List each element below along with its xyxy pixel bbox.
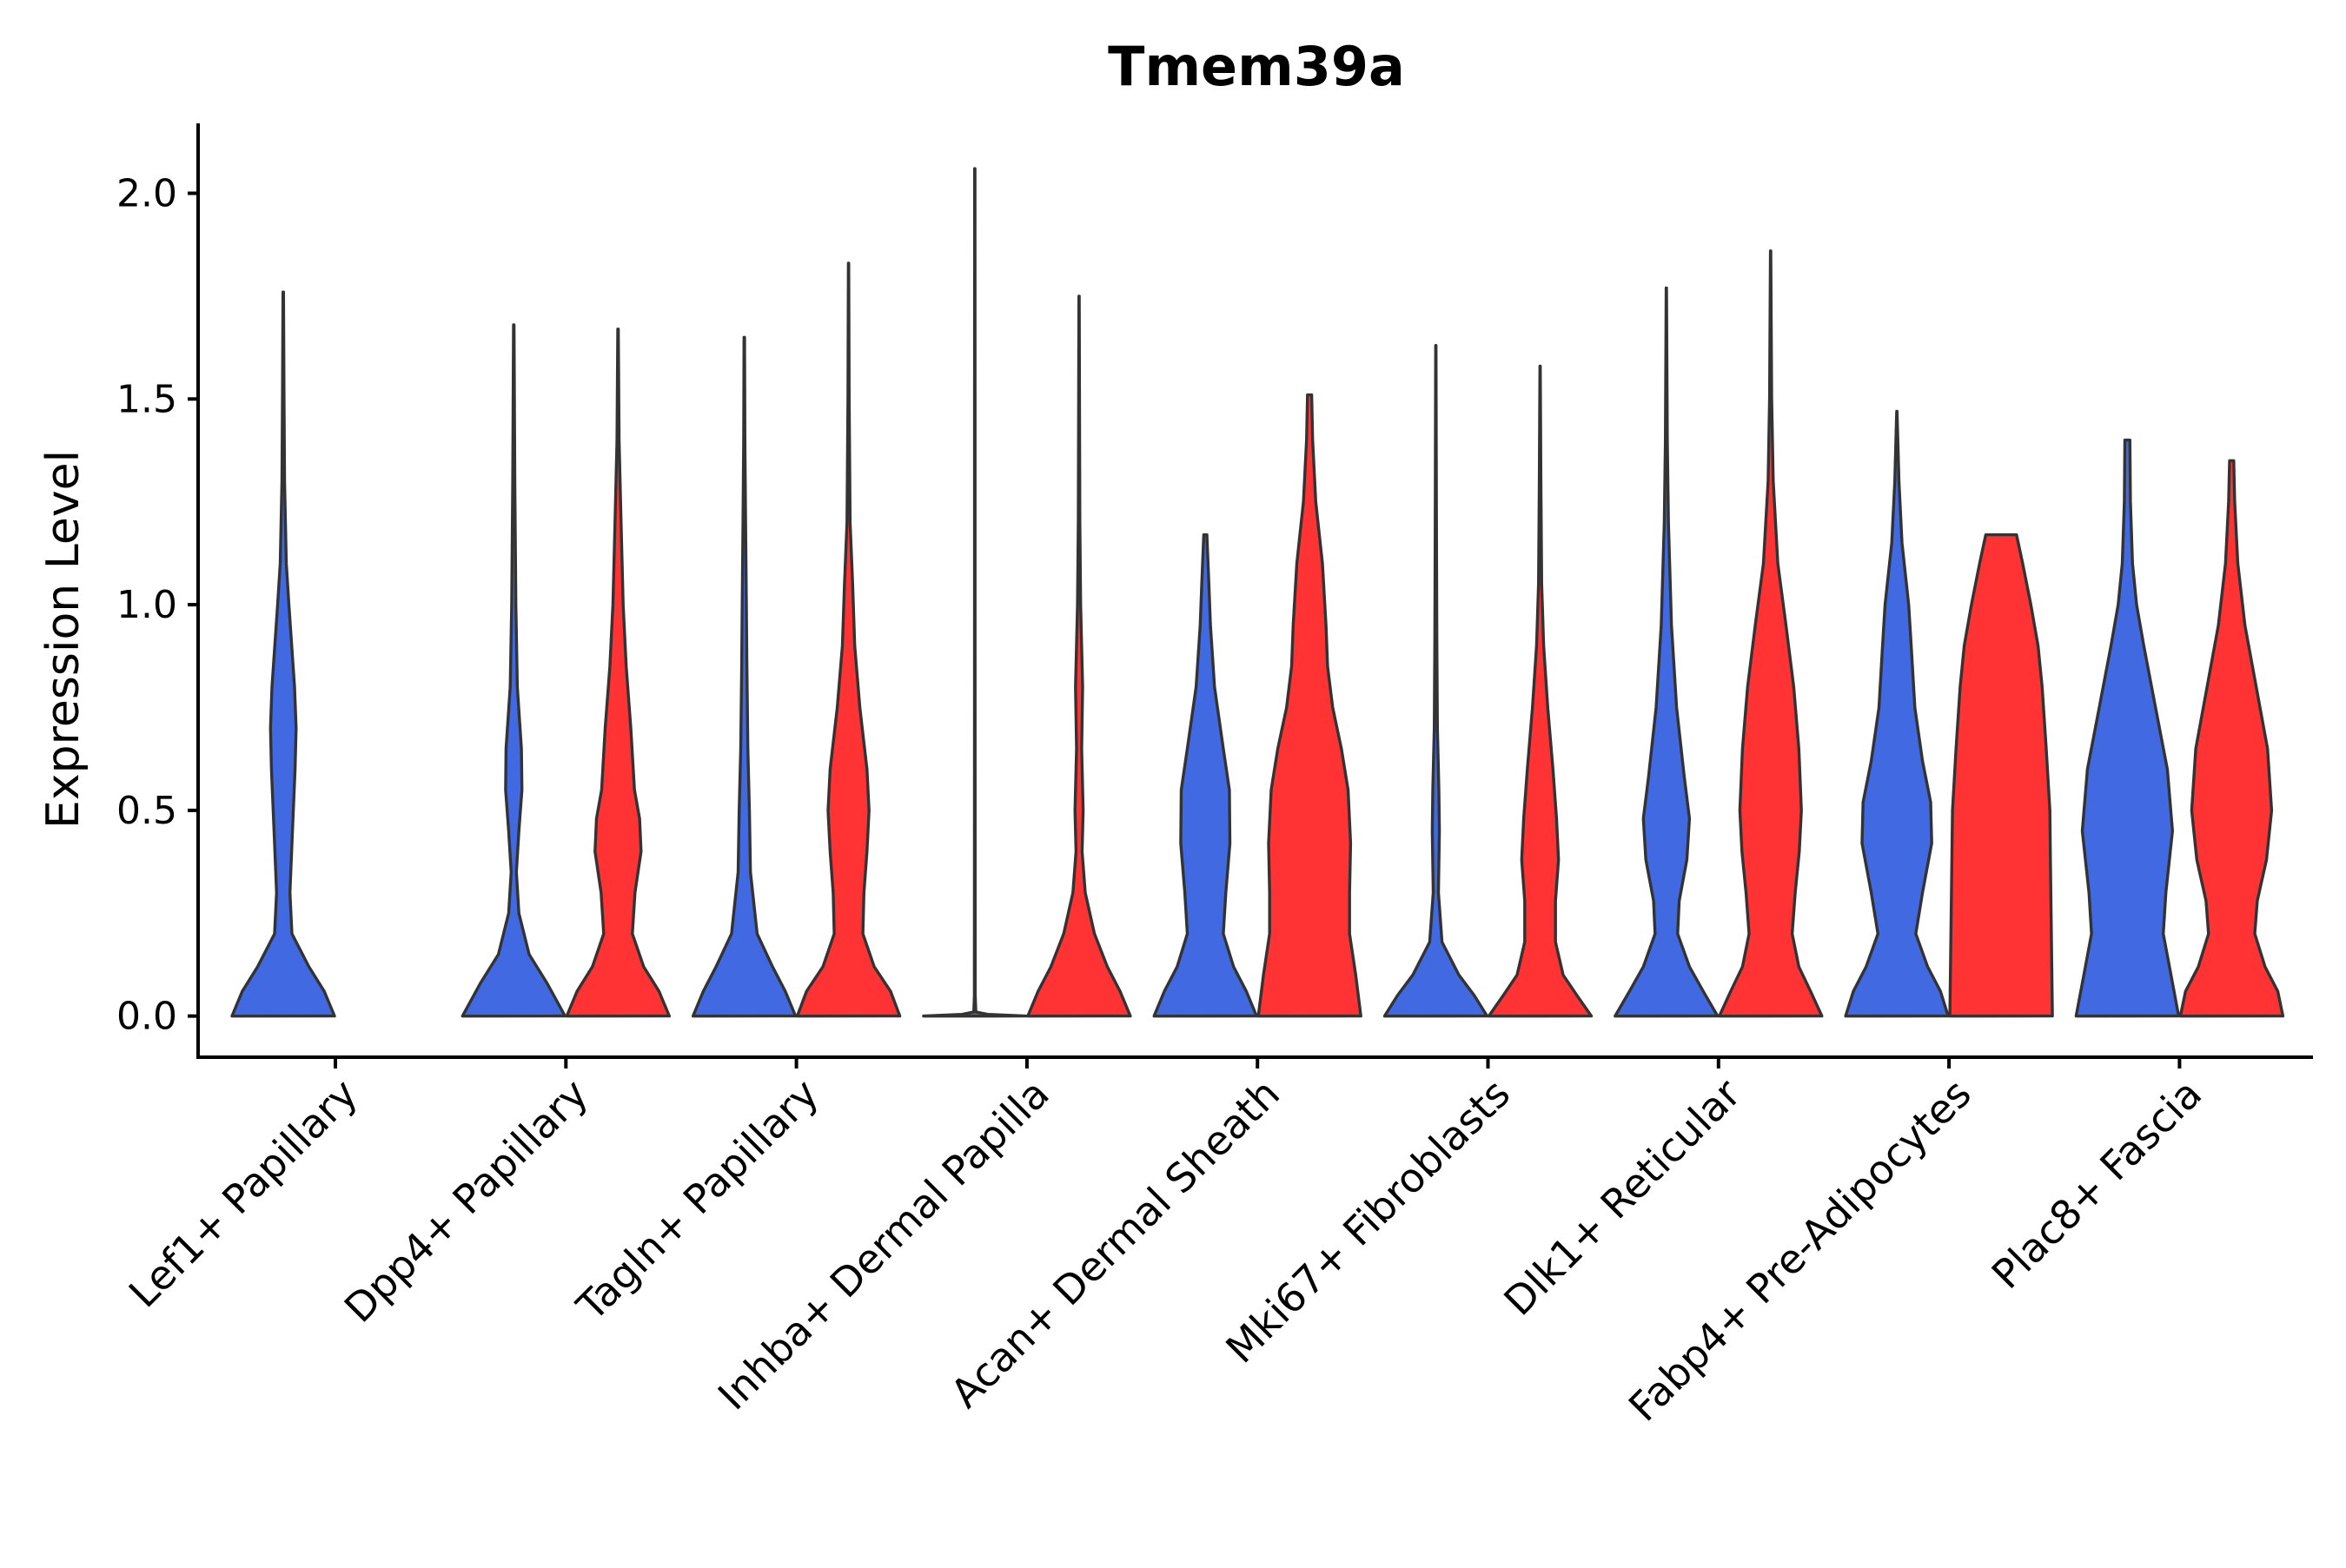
violin-blue — [461, 323, 567, 1018]
x-tick-label: Tagln+ Papillary — [567, 1070, 828, 1331]
violin-red — [1256, 393, 1362, 1018]
violin-blue — [691, 335, 798, 1018]
y-tick-label: 1.0 — [116, 583, 177, 627]
violin-blue — [922, 167, 1028, 1018]
violin-blue — [230, 290, 336, 1018]
y-axis-label: Expression Level — [37, 450, 89, 829]
x-tick-label: Plac8+ Fascia — [1983, 1070, 2210, 1298]
y-tick-label: 0.0 — [116, 995, 177, 1039]
x-tick-label: Dlk1+ Reticular — [1494, 1070, 1749, 1325]
y-tick-label: 2.0 — [116, 172, 177, 216]
y-ticks: 0.0 0.5 1.0 1.5 2.0 — [116, 172, 198, 1039]
violin-blue — [2074, 438, 2181, 1018]
violin-blue — [1844, 409, 1950, 1018]
y-tick-label: 1.5 — [116, 377, 177, 421]
chart-title: Tmem39a — [1108, 35, 1405, 98]
y-tick-label: 0.5 — [116, 789, 177, 833]
violin-red — [1718, 249, 1824, 1018]
violin-red — [1026, 294, 1132, 1018]
violin-red — [795, 261, 902, 1018]
x-tick-label: Dpp4+ Papillary — [335, 1070, 597, 1332]
violin-red — [565, 327, 671, 1018]
violin-red — [1948, 533, 2054, 1018]
violin-blue — [1152, 533, 1258, 1018]
x-tick-label: Lef1+ Papillary — [120, 1070, 367, 1317]
violin-blue — [1382, 344, 1489, 1018]
violin-red — [1487, 364, 1594, 1018]
violin-red — [2178, 459, 2285, 1018]
violin-blue — [1614, 286, 1720, 1018]
violin-layer — [230, 167, 2285, 1018]
